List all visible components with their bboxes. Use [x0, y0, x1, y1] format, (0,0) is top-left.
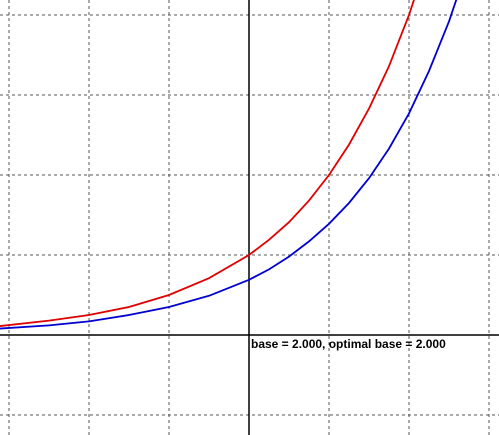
annotation: base = 2.000, optimal base = 2.000 — [251, 337, 446, 351]
curve — [0, 0, 458, 330]
plot-area — [0, 0, 458, 330]
curve — [0, 0, 415, 327]
